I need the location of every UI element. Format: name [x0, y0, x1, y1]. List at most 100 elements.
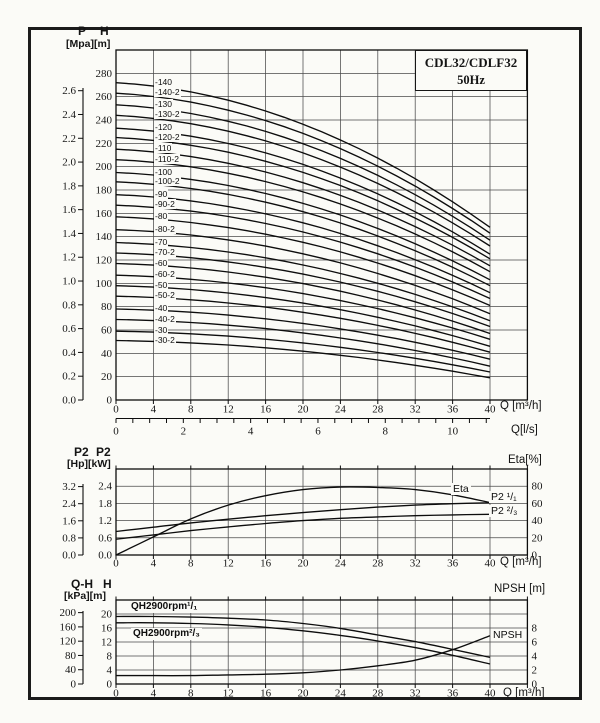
svg-text:36: 36: [447, 404, 459, 416]
svg-text:2.2: 2.2: [62, 133, 76, 145]
svg-text:6: 6: [532, 637, 538, 649]
svg-text:8: 8: [188, 404, 194, 416]
curve-140-2: [115, 92, 491, 234]
svg-text:28: 28: [372, 558, 384, 570]
svg-text:40: 40: [101, 348, 113, 360]
curve-npsh: [116, 635, 491, 677]
svg-text:20: 20: [101, 371, 113, 383]
main-x-axis-label: Q [m³/h]: [500, 400, 542, 412]
svg-text:16: 16: [260, 688, 272, 700]
npsh-h-axis-title: H: [103, 577, 112, 591]
svg-text:36: 36: [447, 688, 459, 700]
main-curve-label-110-2: -110-2: [154, 153, 180, 164]
power-chart-layer: 0 4 8 12 16 20 24 28 32 36 40 0.0 0.6 1.2 1.8 2.4 0.0 0.8…: [62, 465, 543, 570]
svg-text:32: 32: [410, 688, 421, 700]
main-curve-label-90: -90: [154, 188, 169, 199]
svg-text:0: 0: [71, 679, 77, 691]
curve-70: [115, 241, 491, 322]
main-curve-label-100-2: -100-2: [154, 175, 181, 186]
svg-text:60: 60: [101, 325, 113, 337]
qh-two-thirds-curve-label: QH2900rpm²/₃: [131, 628, 202, 640]
svg-text:20: 20: [298, 558, 310, 570]
svg-text:0.8: 0.8: [62, 299, 76, 311]
curve-50-2: [115, 295, 491, 353]
curve-110-2: [115, 159, 491, 273]
svg-text:160: 160: [96, 208, 113, 220]
curve-70-2: [115, 252, 491, 328]
svg-text:200: 200: [96, 161, 113, 173]
svg-text:1.2: 1.2: [98, 515, 112, 527]
main-curve-label-110: -110: [154, 143, 173, 154]
svg-text:0.8: 0.8: [62, 532, 76, 544]
svg-text:0.4: 0.4: [62, 347, 76, 359]
main-curve-label-120-2: -120-2: [154, 131, 181, 142]
svg-text:200: 200: [60, 607, 77, 619]
svg-text:40: 40: [485, 688, 497, 700]
curve-60-2: [115, 274, 491, 340]
svg-text:0: 0: [113, 688, 119, 700]
svg-text:12: 12: [223, 558, 234, 570]
svg-text:8: 8: [188, 558, 194, 570]
main-curve-label-130: -130: [154, 98, 174, 109]
main-curve-label-60-2: -60-2: [154, 269, 176, 280]
svg-text:20: 20: [298, 404, 310, 416]
svg-text:4: 4: [107, 665, 113, 677]
power-kw-axis-title: P2: [96, 445, 111, 459]
main-curve-label-40-2: -40-2: [154, 313, 176, 324]
svg-text:6: 6: [315, 426, 321, 438]
curve-90: [115, 194, 491, 294]
svg-text:1.2: 1.2: [62, 252, 76, 264]
pump-model: CDL32/CDLF32: [424, 55, 518, 70]
curve-50: [115, 285, 491, 347]
main-curve-label-60: -60: [154, 257, 169, 268]
main-curve-label-140-2: -140-2: [154, 87, 181, 98]
curve-qh2900-2-3: [115, 622, 491, 665]
svg-text:40: 40: [485, 558, 497, 570]
curve-40-2: [115, 318, 491, 367]
p2-two-thirds-curve-label: P2 ²/₃: [489, 505, 520, 517]
svg-text:12: 12: [223, 404, 234, 416]
svg-text:1.4: 1.4: [62, 228, 76, 240]
npsh-curve-label: NPSH: [491, 629, 525, 641]
svg-text:0.0: 0.0: [62, 550, 76, 562]
curve-eta: [115, 486, 491, 556]
curve-90-2: [115, 204, 491, 300]
svg-text:2: 2: [532, 665, 538, 677]
main-left-axis-units: [Mpa][m]: [66, 38, 111, 50]
svg-text:32: 32: [410, 558, 421, 570]
svg-text:0: 0: [532, 679, 538, 691]
svg-text:40: 40: [485, 404, 497, 416]
svg-text:2.4: 2.4: [62, 498, 76, 510]
svg-text:28: 28: [372, 404, 384, 416]
svg-text:10: 10: [447, 426, 459, 438]
main-curve-label-30: -30: [154, 325, 169, 336]
eta-curve-label: Eta: [451, 483, 471, 495]
svg-text:24: 24: [335, 404, 347, 416]
svg-text:4: 4: [151, 558, 157, 570]
svg-text:0.0: 0.0: [98, 550, 112, 562]
svg-text:0.0: 0.0: [62, 395, 76, 407]
curve-80: [115, 216, 491, 307]
main-curve-label-100: -100: [154, 166, 174, 177]
svg-text:180: 180: [96, 185, 113, 197]
svg-text:28: 28: [372, 688, 384, 700]
main-h-axis-title: H: [100, 24, 109, 38]
main-curve-label-140: -140: [154, 76, 174, 87]
main-curve-label-120: -120: [154, 122, 174, 133]
main-curve-label-80-2: -80-2: [154, 223, 176, 234]
svg-text:220: 220: [96, 138, 113, 150]
svg-text:8: 8: [107, 651, 113, 663]
curve-120-2: [115, 136, 491, 260]
main-p-axis-title: P: [78, 24, 87, 38]
svg-text:16: 16: [260, 404, 272, 416]
svg-text:16: 16: [260, 558, 272, 570]
svg-text:160: 160: [60, 621, 77, 633]
svg-text:2.4: 2.4: [62, 109, 76, 121]
svg-text:32: 32: [410, 404, 421, 416]
eta-axis-label: Eta[%]: [508, 454, 542, 466]
svg-text:20: 20: [101, 609, 113, 621]
svg-text:0.6: 0.6: [98, 532, 112, 544]
svg-text:40: 40: [65, 664, 77, 676]
svg-text:12: 12: [223, 688, 234, 700]
main-curve-label-90-2: -90-2: [154, 199, 176, 210]
